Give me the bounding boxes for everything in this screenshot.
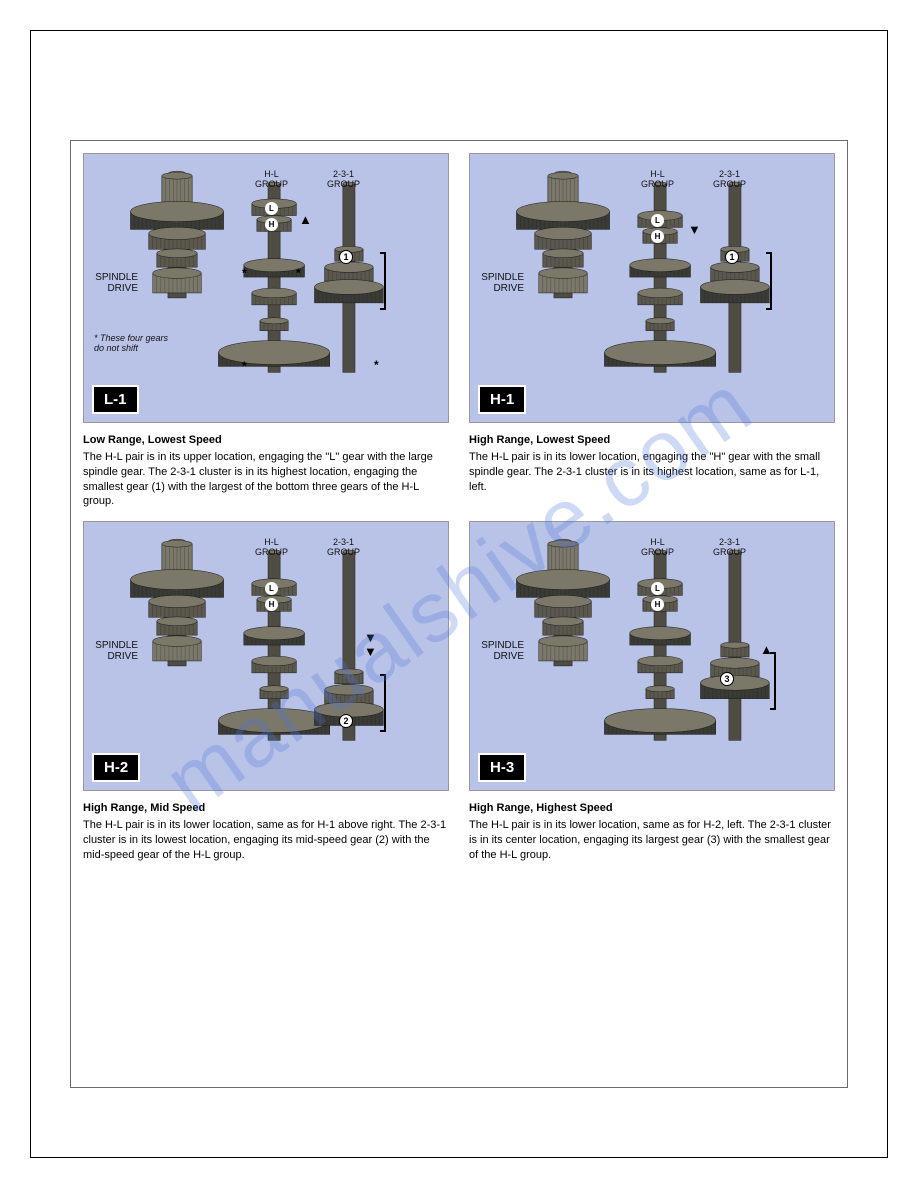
label-hl-group: H-LGROUP: [244, 538, 299, 558]
bracket-icon: [766, 252, 772, 310]
panel-h-2: H-LGROUP2-3-1GROUPSPINDLEDRIVELH2▼▼H-2Hi…: [83, 521, 449, 862]
panel-badge: L-1: [92, 385, 139, 414]
gear-letter-l: L: [265, 202, 278, 215]
label-spindle: SPINDLEDRIVE: [476, 272, 524, 294]
diagram-h-1: H-LGROUP 2-3-1GROUP SPINDLEDRIVE LH 1 ▼ H-1: [469, 153, 835, 423]
label-spindle: SPINDLEDRIVE: [90, 272, 138, 294]
caption-body: The H-L pair is in its lower location, s…: [83, 819, 446, 861]
gear-number-1: 1: [339, 250, 353, 264]
gear-letter-h: H: [651, 230, 664, 243]
label-231-group: 2-3-1GROUP: [702, 538, 757, 558]
caption-title: High Range, Lowest Speed: [469, 433, 835, 448]
caption-body: The H-L pair is in its lower location, e…: [469, 451, 820, 493]
arrow-icon: ▼: [364, 644, 377, 659]
caption-title: Low Range, Lowest Speed: [83, 433, 449, 448]
gear-number-1: 1: [725, 250, 739, 264]
bracket-icon: [380, 674, 386, 732]
caption-title: High Range, Mid Speed: [83, 801, 449, 816]
label-spindle: SPINDLEDRIVE: [90, 640, 138, 662]
bracket-icon: [380, 252, 386, 310]
label-hl-group: H-LGROUP: [630, 170, 685, 190]
panel-badge: H-2: [92, 753, 140, 782]
panel-caption: High Range, Mid Speed The H-L pair is in …: [83, 801, 449, 862]
arrow-icon: ▼: [364, 630, 377, 645]
panel-l-1: H-LGROUP 2-3-1GROUP SPINDLEDRIVE * These fo…: [83, 153, 449, 509]
label-footnote: * These four gears do not shift: [94, 334, 204, 354]
label-231-group: 2-3-1GROUP: [316, 170, 371, 190]
asterisk-marker: *: [242, 359, 247, 373]
label-hl-group: H-LGROUP: [244, 170, 299, 190]
content-frame: H-LGROUP 2-3-1GROUP SPINDLEDRIVE * These fo…: [70, 140, 848, 1088]
bracket-icon: [770, 652, 776, 710]
panel-caption: Low Range, Lowest Speed The H-L pair is i…: [83, 433, 449, 509]
label-spindle: SPINDLEDRIVE: [476, 640, 524, 662]
asterisk-marker: *: [242, 266, 247, 280]
panels-grid: H-LGROUP 2-3-1GROUP SPINDLEDRIVE * These fo…: [83, 153, 835, 863]
caption-body: The H-L pair is in its lower location, s…: [469, 819, 831, 861]
caption-title: High Range, Highest Speed: [469, 801, 835, 816]
panel-h-1: H-LGROUP 2-3-1GROUP SPINDLEDRIVE LH 1 ▼ H-1 Hig…: [469, 153, 835, 509]
arrow-icon: ▲: [299, 212, 312, 227]
panel-badge: H-3: [478, 753, 526, 782]
panel-caption: High Range, Highest Speed The H-L pair is…: [469, 801, 835, 862]
asterisk-marker: *: [374, 358, 379, 372]
label-hl-group: H-LGROUP: [630, 538, 685, 558]
panel-caption: High Range, Lowest Speed The H-L pair is …: [469, 433, 835, 494]
panel-badge: H-1: [478, 385, 526, 414]
gear-letter-h: H: [265, 218, 278, 231]
gear-letter-l: L: [651, 214, 664, 227]
label-231-group: 2-3-1GROUP: [702, 170, 757, 190]
caption-body: The H-L pair is in its upper location, e…: [83, 451, 433, 508]
panel-h-3: H-LGROUP2-3-1GROUPSPINDLEDRIVELH3▲H-3Hig…: [469, 521, 835, 862]
diagram-h-3: H-LGROUP2-3-1GROUPSPINDLEDRIVELH3▲H-3: [469, 521, 835, 791]
arrow-icon: ▼: [688, 222, 701, 237]
diagram-h-2: H-LGROUP2-3-1GROUPSPINDLEDRIVELH2▼▼H-2: [83, 521, 449, 791]
diagram-l-1: H-LGROUP 2-3-1GROUP SPINDLEDRIVE * These fo…: [83, 153, 449, 423]
asterisk-marker: *: [296, 266, 301, 280]
label-231-group: 2-3-1GROUP: [316, 538, 371, 558]
